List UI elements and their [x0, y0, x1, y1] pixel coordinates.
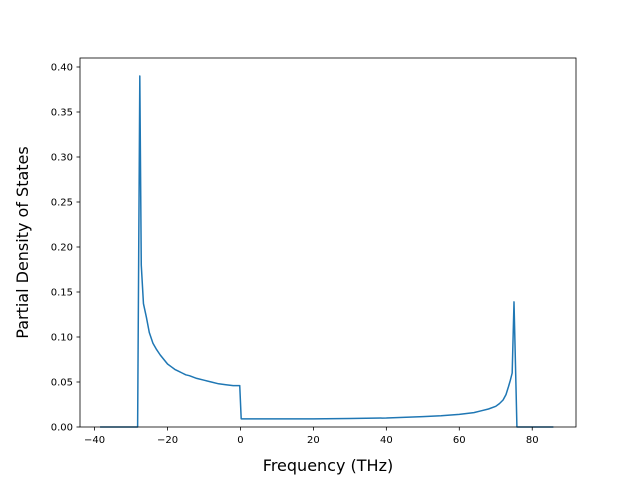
x-tick-label: −20 — [157, 435, 178, 446]
y-tick-label: 0.05 — [51, 378, 73, 389]
x-tick-label: 60 — [453, 435, 466, 446]
y-tick-label: 0.20 — [51, 243, 73, 254]
y-axis-ticks: 0.00 0.05 0.10 0.15 0.20 0.25 0.30 0.35 0.40 — [51, 63, 80, 434]
series-layer — [100, 75, 554, 428]
series-line-0 — [100, 75, 554, 428]
x-tick-label: 80 — [526, 435, 539, 446]
x-tick-label: −40 — [84, 435, 105, 446]
x-tick-label: 40 — [380, 435, 393, 446]
x-axis-ticks: −40 −20 0 20 40 60 80 — [84, 427, 539, 446]
plot-frame — [79, 57, 577, 428]
y-tick-label: 0.15 — [51, 288, 73, 299]
x-tick-label: 20 — [307, 435, 320, 446]
y-tick-label: 0.10 — [51, 333, 73, 344]
y-tick-label: 0.00 — [51, 423, 73, 434]
y-tick-label: 0.30 — [51, 153, 73, 164]
y-tick-label: 0.35 — [51, 108, 73, 119]
y-axis-label: Partial Density of States — [13, 146, 32, 338]
x-axis-label: Frequency (THz) — [263, 456, 393, 475]
x-tick-label: 0 — [237, 435, 243, 446]
y-tick-label: 0.40 — [51, 63, 73, 74]
y-tick-label: 0.25 — [51, 198, 73, 209]
